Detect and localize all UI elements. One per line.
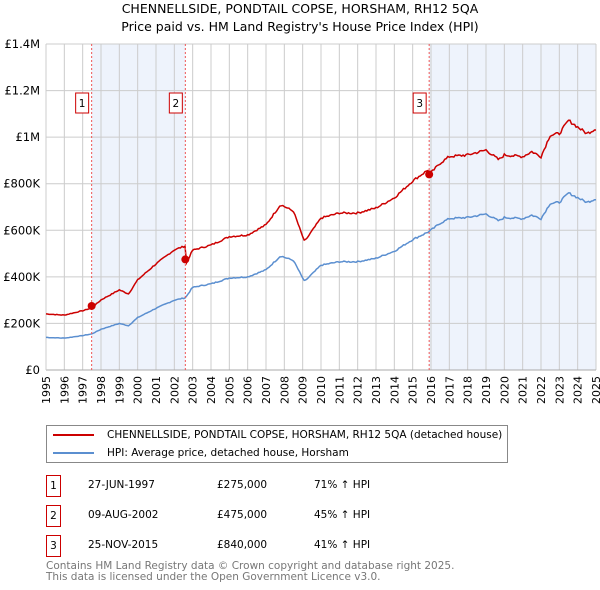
sale-date: 25-NOV-2015: [88, 539, 159, 551]
sale-price: £840,000: [217, 539, 268, 551]
sale-marker: 1: [46, 475, 61, 497]
sale-marker: 3: [46, 535, 61, 557]
chart-subtitle: Price paid vs. HM Land Registry's House …: [121, 19, 479, 34]
sale-row: 1 27-JUN-1997 £275,000 71% ↑ HPI: [46, 475, 546, 497]
footer-line: Contains HM Land Registry data © Crown c…: [46, 560, 455, 572]
sale-date: 09-AUG-2002: [88, 509, 159, 521]
sale-date: 27-JUN-1997: [88, 479, 155, 491]
sale-marker-box: [168, 92, 183, 114]
sale-price: £275,000: [217, 479, 268, 491]
shade-region: [429, 44, 596, 370]
x-tick-label: 2006: [242, 376, 255, 404]
footer: Contains HM Land Registry data © Crown c…: [46, 561, 454, 583]
price-chart: 1995 1996 1997 1998 1999 2000 2001 2002 2003 2004…: [3, 37, 600, 404]
x-tick-label: 2000: [132, 376, 145, 404]
x-tick-label: 2019: [480, 376, 493, 404]
x-tick-label: 2022: [535, 376, 548, 404]
x-tick-label: 2025: [590, 376, 600, 404]
legend-swatch: [53, 434, 94, 436]
property-line: [45, 119, 596, 316]
chart-title: CHENNELLSIDE, PONDTAIL COPSE, HORSHAM, R…: [121, 1, 479, 16]
x-tick-label: 2003: [187, 376, 200, 404]
x-tick-label: 2023: [553, 376, 566, 404]
x-tick-label: 2014: [388, 376, 401, 404]
y-tick-label: £600K: [3, 223, 40, 237]
y-tick-label: £0: [25, 363, 40, 377]
legend-label: CHENNELLSIDE, PONDTAIL COPSE, HORSHAM, R…: [107, 429, 503, 441]
y-tick-label: £800K: [3, 177, 40, 191]
y-tick-label: £1M: [15, 130, 40, 144]
x-tick-label: 2020: [498, 376, 511, 404]
x-tick-label: 2001: [150, 376, 163, 404]
sale-marker-label: 2: [172, 98, 179, 110]
x-tick-label: 2021: [517, 376, 530, 404]
legend-item-hpi: HPI: Average price, detached house, Hors…: [53, 445, 349, 461]
legend-swatch: [53, 452, 94, 454]
x-tick-label: 2011: [333, 376, 346, 404]
y-tick-label: £1.2M: [4, 84, 40, 98]
x-tick-label: 2024: [572, 376, 585, 404]
sale-price: £475,000: [217, 509, 268, 521]
legend-label: HPI: Average price, detached house, Hors…: [107, 447, 349, 459]
footer-line: This data is licensed under the Open Gov…: [46, 571, 381, 583]
y-tick-label: £1.4M: [4, 37, 40, 51]
x-tick-label: 2010: [315, 376, 328, 404]
hpi-line: [46, 192, 596, 339]
sale-hpi-diff: 45% ↑ HPI: [314, 509, 371, 521]
x-tick-label: 2009: [297, 376, 310, 404]
x-tick-label: 1996: [58, 376, 71, 404]
x-tick-label: 2004: [205, 376, 218, 404]
legend-item-property: CHENNELLSIDE, PONDTAIL COPSE, HORSHAM, R…: [53, 427, 502, 443]
x-tick-label: 2013: [370, 376, 383, 404]
legend: CHENNELLSIDE, PONDTAIL COPSE, HORSHAM, R…: [46, 425, 508, 463]
x-tick-label: 2016: [425, 376, 438, 404]
sale-marker-label: 1: [79, 98, 86, 110]
sale-point: [425, 170, 434, 179]
x-tick-label: 2007: [260, 376, 273, 404]
x-tick-label: 2015: [407, 376, 420, 404]
x-tick-label: 2005: [223, 376, 236, 404]
sale-marker-label: 3: [416, 98, 423, 110]
sale-row: 3 25-NOV-2015 £840,000 41% ↑ HPI: [46, 535, 546, 557]
sale-point: [181, 255, 190, 264]
sale-hpi-diff: 71% ↑ HPI: [314, 479, 371, 491]
sale-marker: 2: [46, 505, 61, 527]
x-tick-label: 1999: [113, 376, 126, 404]
x-tick-label: 1998: [95, 376, 108, 404]
sale-marker-box: [412, 92, 427, 114]
sale-marker-box: [75, 92, 90, 114]
x-tick-label: 1997: [77, 376, 90, 404]
sale-point: [87, 301, 96, 310]
sale-hpi-diff: 41% ↑ HPI: [314, 539, 371, 551]
y-tick-label: £200K: [3, 316, 40, 330]
x-tick-label: 2018: [462, 376, 475, 404]
x-tick-label: 2008: [278, 376, 291, 404]
x-tick-label: 2017: [443, 376, 456, 404]
sale-row: 2 09-AUG-2002 £475,000 45% ↑ HPI: [46, 505, 546, 527]
x-tick-label: 2002: [168, 376, 181, 404]
y-tick-label: £400K: [3, 270, 40, 284]
x-tick-label: 2012: [352, 376, 365, 404]
x-tick-label: 1995: [40, 376, 53, 404]
